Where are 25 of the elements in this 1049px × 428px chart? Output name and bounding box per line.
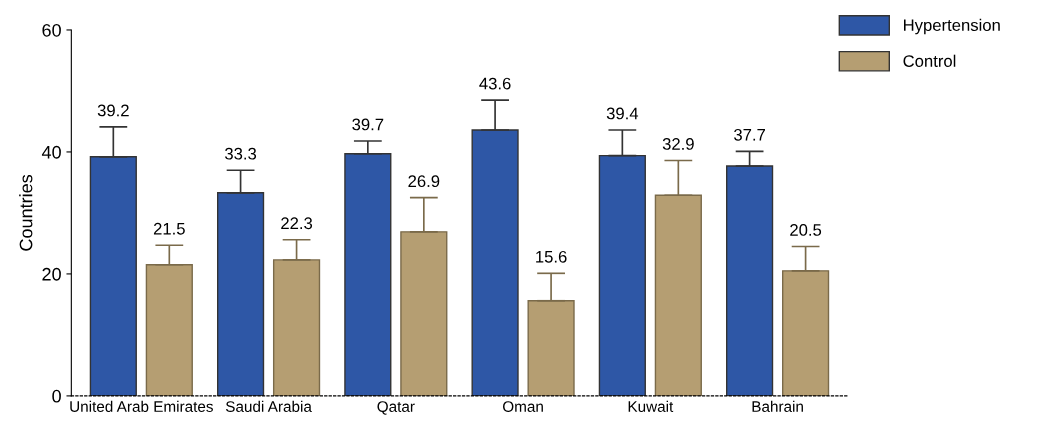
data-label: 22.3 <box>281 217 313 230</box>
data-label: 33.3 <box>225 147 257 160</box>
y-tick-label: 20 <box>42 267 61 281</box>
data-label: 43.6 <box>479 77 511 90</box>
legend-label: Hypertension <box>904 18 1000 35</box>
x-tick-label: Kuwait <box>628 400 674 412</box>
data-label: 32.9 <box>662 138 694 150</box>
data-label: 20.5 <box>790 224 822 236</box>
x-tick-label: Bahrain <box>752 400 803 412</box>
data-label: 37.7 <box>734 128 765 141</box>
legend-label: Control <box>903 54 956 67</box>
data-label: 39.4 <box>606 107 639 120</box>
y-tick-label: 60 <box>42 23 61 37</box>
y-tick-label: 0 <box>52 389 61 403</box>
x-tick-label: United Arab Emirates <box>70 400 213 412</box>
data-label: 39.2 <box>97 104 129 117</box>
data-label: 21.5 <box>153 222 185 235</box>
x-tick-label: Oman <box>503 401 543 412</box>
x-tick-label: Qatar <box>377 401 415 415</box>
data-label: 39.7 <box>352 118 384 131</box>
x-tick-label: Saudi Arabia <box>225 400 312 412</box>
data-label: 15.6 <box>536 250 567 263</box>
y-axis-title: Countries <box>19 174 33 251</box>
data-label: 26.9 <box>408 175 440 188</box>
y-tick-label: 40 <box>41 145 61 159</box>
